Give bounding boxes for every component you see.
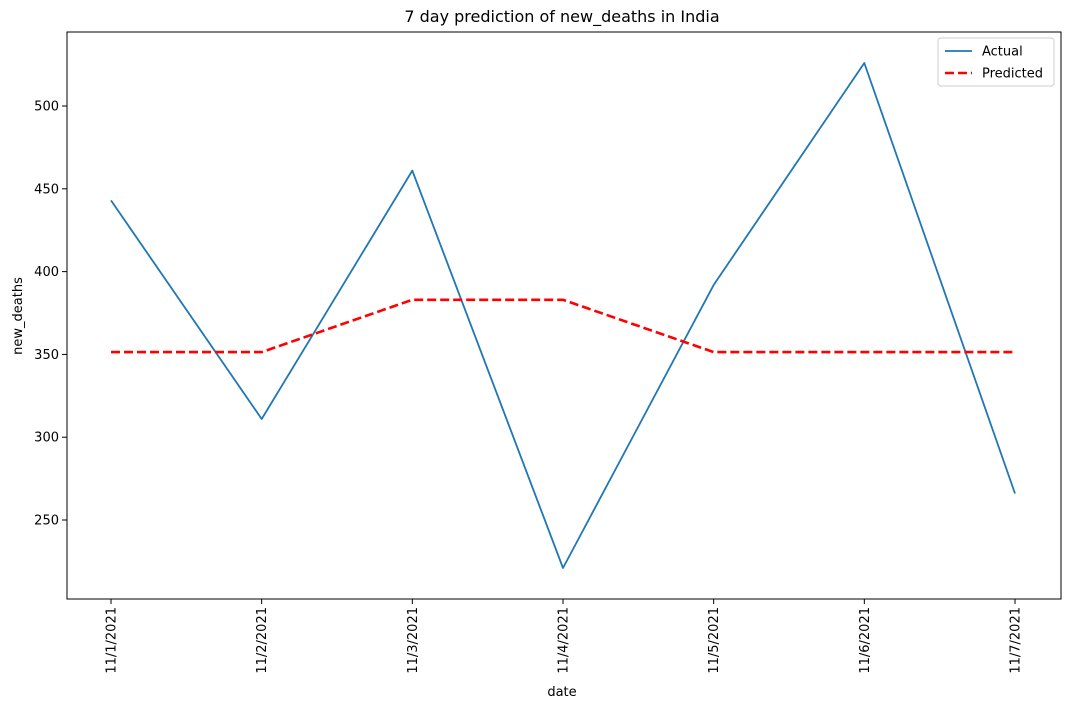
x-axis: 11/1/2021 11/2/2021 11/3/2021 11/4/2021 11/5…: [105, 599, 1024, 674]
y-tick-label: 450: [34, 182, 59, 197]
series-line-actual: [110, 62, 1016, 569]
x-tick-label: 11/4/2021: [557, 607, 572, 674]
y-tick-label: 300: [34, 431, 59, 446]
x-tick-label: 11/3/2021: [406, 607, 421, 674]
legend-label-predicted: Predicted: [982, 67, 1043, 82]
plot-frame: [66, 31, 1062, 600]
x-axis-label: date: [547, 685, 576, 700]
x-tick-label: 11/6/2021: [858, 607, 873, 674]
y-axis: 250 300 350 400 450 500: [34, 100, 67, 529]
x-tick-label: 11/5/2021: [707, 607, 722, 674]
y-axis-label: new_deaths: [11, 277, 26, 355]
plot-lines: [110, 62, 1016, 569]
legend-label-actual: Actual: [982, 45, 1023, 60]
y-tick-label: 400: [34, 265, 59, 280]
x-tick-label: 11/1/2021: [105, 607, 120, 674]
y-tick-label: 350: [34, 348, 59, 363]
legend: Actual Predicted: [937, 37, 1055, 87]
y-tick-label: 500: [34, 100, 59, 115]
x-tick-label: 11/2/2021: [255, 607, 270, 674]
x-tick-label: 11/7/2021: [1009, 607, 1024, 674]
series-line-predicted: [111, 298, 1015, 354]
chart-title: 7 day prediction of new_deaths in India: [404, 7, 719, 27]
y-tick-label: 250: [34, 514, 59, 529]
